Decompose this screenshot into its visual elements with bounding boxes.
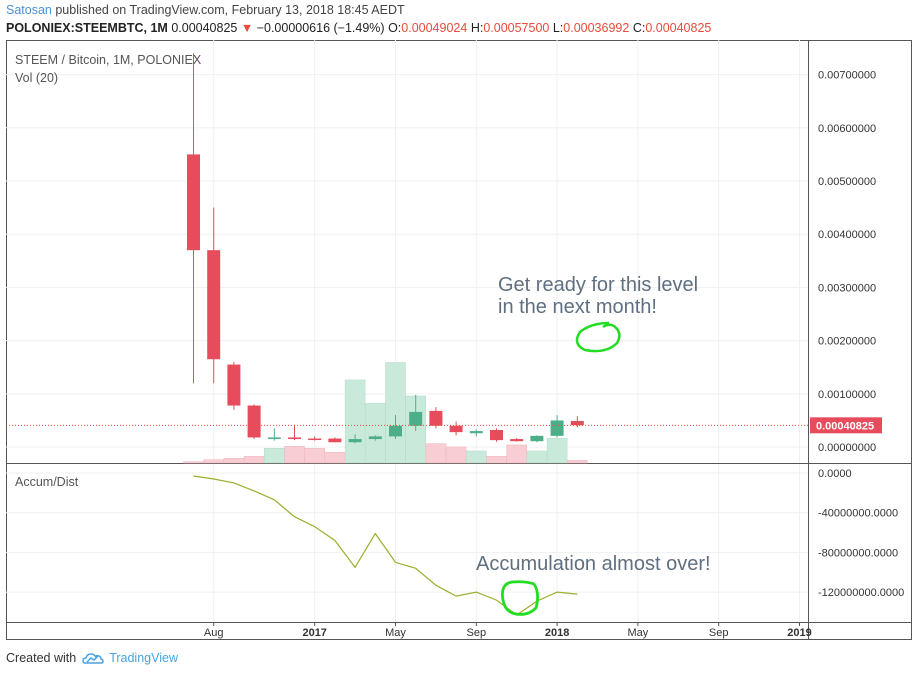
change-value: −0.00000616 (−1.49%): [256, 21, 385, 35]
candle-body: [530, 435, 544, 442]
publish-line: Satosan published on TradingView.com, Fe…: [6, 3, 405, 17]
volume-bar: [223, 458, 245, 464]
candle-body: [247, 405, 261, 438]
x-tick-label: May: [385, 627, 406, 639]
y-tick-label: 0.00400000: [818, 229, 876, 241]
low-label: L:: [552, 21, 564, 35]
author-link[interactable]: Satosan: [6, 3, 52, 17]
y-tick-label: 0.00000000: [818, 442, 876, 454]
candle-body: [207, 250, 221, 360]
last-price: 0.00040825: [171, 21, 238, 35]
y-tick-label: 0.00700000: [818, 70, 876, 82]
open-value: 0.00049024: [401, 21, 468, 35]
candle-body: [490, 430, 503, 441]
y-tick-label: 0.00100000: [818, 389, 876, 401]
last-price-label: 0.00040825: [816, 420, 874, 432]
indicator-annotation: Accumulation almost over!: [476, 553, 711, 575]
candle-body: [308, 438, 322, 441]
close-value: 0.00040825: [645, 21, 712, 35]
volume-bar: [567, 460, 588, 464]
volume-bar: [385, 362, 406, 464]
candle-body: [227, 364, 241, 406]
x-tick-label: Aug: [204, 627, 224, 639]
indicator-y-tick-label: 0.0000: [818, 468, 852, 480]
volume-bar: [324, 452, 346, 464]
candle-body: [449, 425, 463, 433]
volume-bar: [425, 443, 447, 464]
x-tick-label: 2017: [302, 627, 326, 639]
published-text: published on TradingView.com, February 1…: [51, 3, 405, 17]
x-tick-label: May: [628, 627, 649, 639]
candle-body: [328, 438, 342, 443]
y-tick-label: 0.00500000: [818, 176, 876, 188]
candle-body: [429, 410, 443, 426]
candle-body: [550, 420, 564, 436]
x-tick-label: 2018: [545, 627, 569, 639]
volume-bar: [203, 459, 224, 464]
footer: Created with TradingView: [6, 651, 178, 665]
indicator-title: Accum/Dist: [15, 475, 79, 489]
volume-bar: [486, 456, 507, 464]
tradingview-label: TradingView: [109, 651, 178, 665]
candle-body: [187, 154, 200, 251]
candle-body: [570, 420, 584, 426]
candle-body: [510, 439, 524, 442]
volume-bar: [466, 450, 487, 464]
volume-bar: [243, 456, 265, 464]
candle-body: [288, 437, 301, 440]
volume-bar: [546, 437, 568, 464]
indicator-y-tick-label: -120000000.0000: [818, 587, 904, 599]
volume-bar: [526, 450, 548, 464]
chart-title: STEEM / Bitcoin, 1M, POLONIEX: [15, 53, 202, 67]
indicator-y-tick-label: -40000000.0000: [818, 508, 898, 520]
symbol-name: POLONIEX:STEEMBTC, 1M: [6, 21, 168, 35]
volume-bar: [506, 444, 527, 464]
volume-bar: [183, 461, 204, 464]
y-tick-label: 0.00300000: [818, 282, 876, 294]
close-label: C:: [632, 21, 646, 35]
candle-body: [368, 436, 382, 440]
candle-body: [469, 431, 483, 434]
annotation-text: in the next month!: [498, 296, 657, 318]
y-tick-label: 0.00600000: [818, 123, 876, 135]
indicator-y-tick-label: -80000000.0000: [818, 547, 898, 559]
chart-border: [6, 40, 912, 640]
open-label: O:: [388, 21, 402, 35]
x-tick-label: Sep: [709, 627, 729, 639]
y-tick-label: 0.00200000: [818, 336, 876, 348]
volume-bar: [365, 403, 386, 464]
candle-body: [389, 425, 402, 437]
chart-svg[interactable]: 0.00700000 0.00600000 0.00500000 0.00400000…: [6, 40, 912, 640]
change-arrow: ▼: [240, 21, 254, 35]
tradingview-link[interactable]: TradingView: [82, 651, 178, 665]
candle-body: [409, 411, 423, 426]
annotation-circle: [501, 580, 539, 616]
volume-bar: [304, 448, 325, 464]
chart-frame: 0.00700000 0.00600000 0.00500000 0.00400000…: [6, 40, 912, 640]
candle-body: [348, 439, 362, 443]
tradingview-logo-icon: [82, 653, 104, 664]
annotation-text: Get ready for this level: [498, 274, 698, 296]
x-tick-label: 2019: [787, 627, 811, 639]
volume-bar: [344, 379, 366, 464]
candle-body: [267, 437, 281, 439]
volume-bar: [264, 448, 285, 464]
x-tick-label: Sep: [467, 627, 487, 639]
volume-bar: [284, 446, 305, 464]
high-label: H:: [470, 21, 484, 35]
low-value: 0.00036992: [563, 21, 630, 35]
volume-bar: [445, 446, 467, 464]
annotation-circle: [575, 321, 621, 353]
created-with-text: Created with: [6, 651, 77, 665]
symbol-line: POLONIEX:STEEMBTC, 1M 0.00040825 ▼ −0.00…: [6, 21, 711, 35]
last-price-tag: [810, 417, 882, 434]
volume-label: Vol (20): [15, 71, 58, 85]
high-value: 0.00057500: [483, 21, 550, 35]
